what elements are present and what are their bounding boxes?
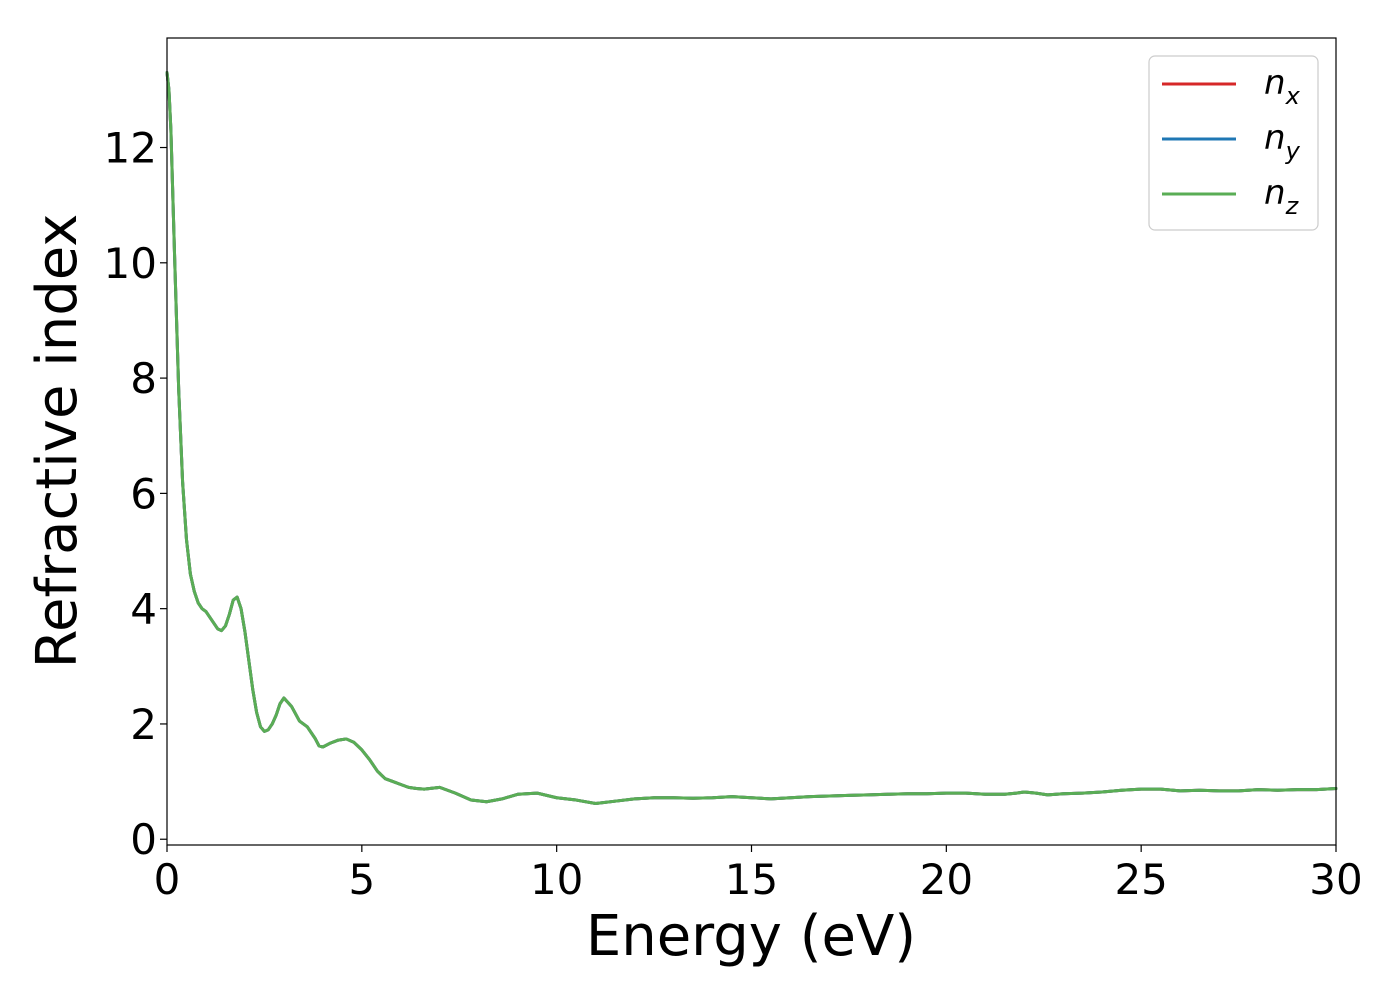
x-tick-label: 20 (920, 855, 973, 904)
x-tick-label: 10 (530, 855, 583, 904)
legend-label-subscript: y (1285, 137, 1301, 165)
x-tick-label: 0 (154, 855, 181, 904)
legend-label-z: nz (1264, 173, 1300, 220)
y-tick-label: 4 (130, 585, 157, 634)
y-tick-label: 0 (130, 815, 157, 864)
y-tick-label: 6 (130, 469, 157, 518)
legend-label-y: ny (1264, 118, 1301, 165)
y-axis-label: Refractive index (25, 214, 90, 669)
y-axis-ticks: 0 2 4 6 8 10 12 (104, 124, 167, 864)
x-tick-label: 25 (1114, 855, 1167, 904)
legend-label-subscript: z (1285, 192, 1300, 220)
series-layer (165, 71, 1338, 805)
x-tick-label: 15 (725, 855, 778, 904)
x-axis-label: Energy (eV) (586, 904, 916, 969)
series-line-z (165, 71, 1338, 805)
x-tick-label: 30 (1309, 855, 1362, 904)
x-axis-ticks: 0 5 10 15 20 25 30 (154, 845, 1363, 904)
legend-label-subscript: x (1285, 82, 1301, 110)
legend-label-x: nx (1264, 63, 1301, 110)
y-tick-label: 2 (130, 700, 157, 749)
legend-label-main: n (1264, 63, 1286, 103)
x-tick-label: 5 (348, 855, 375, 904)
y-tick-label: 10 (104, 239, 157, 288)
legend-box (1148, 55, 1319, 231)
y-tick-label: 8 (130, 354, 157, 403)
legend-label-main: n (1264, 173, 1286, 213)
legend-label-main: n (1264, 118, 1286, 158)
y-tick-label: 12 (104, 124, 157, 173)
